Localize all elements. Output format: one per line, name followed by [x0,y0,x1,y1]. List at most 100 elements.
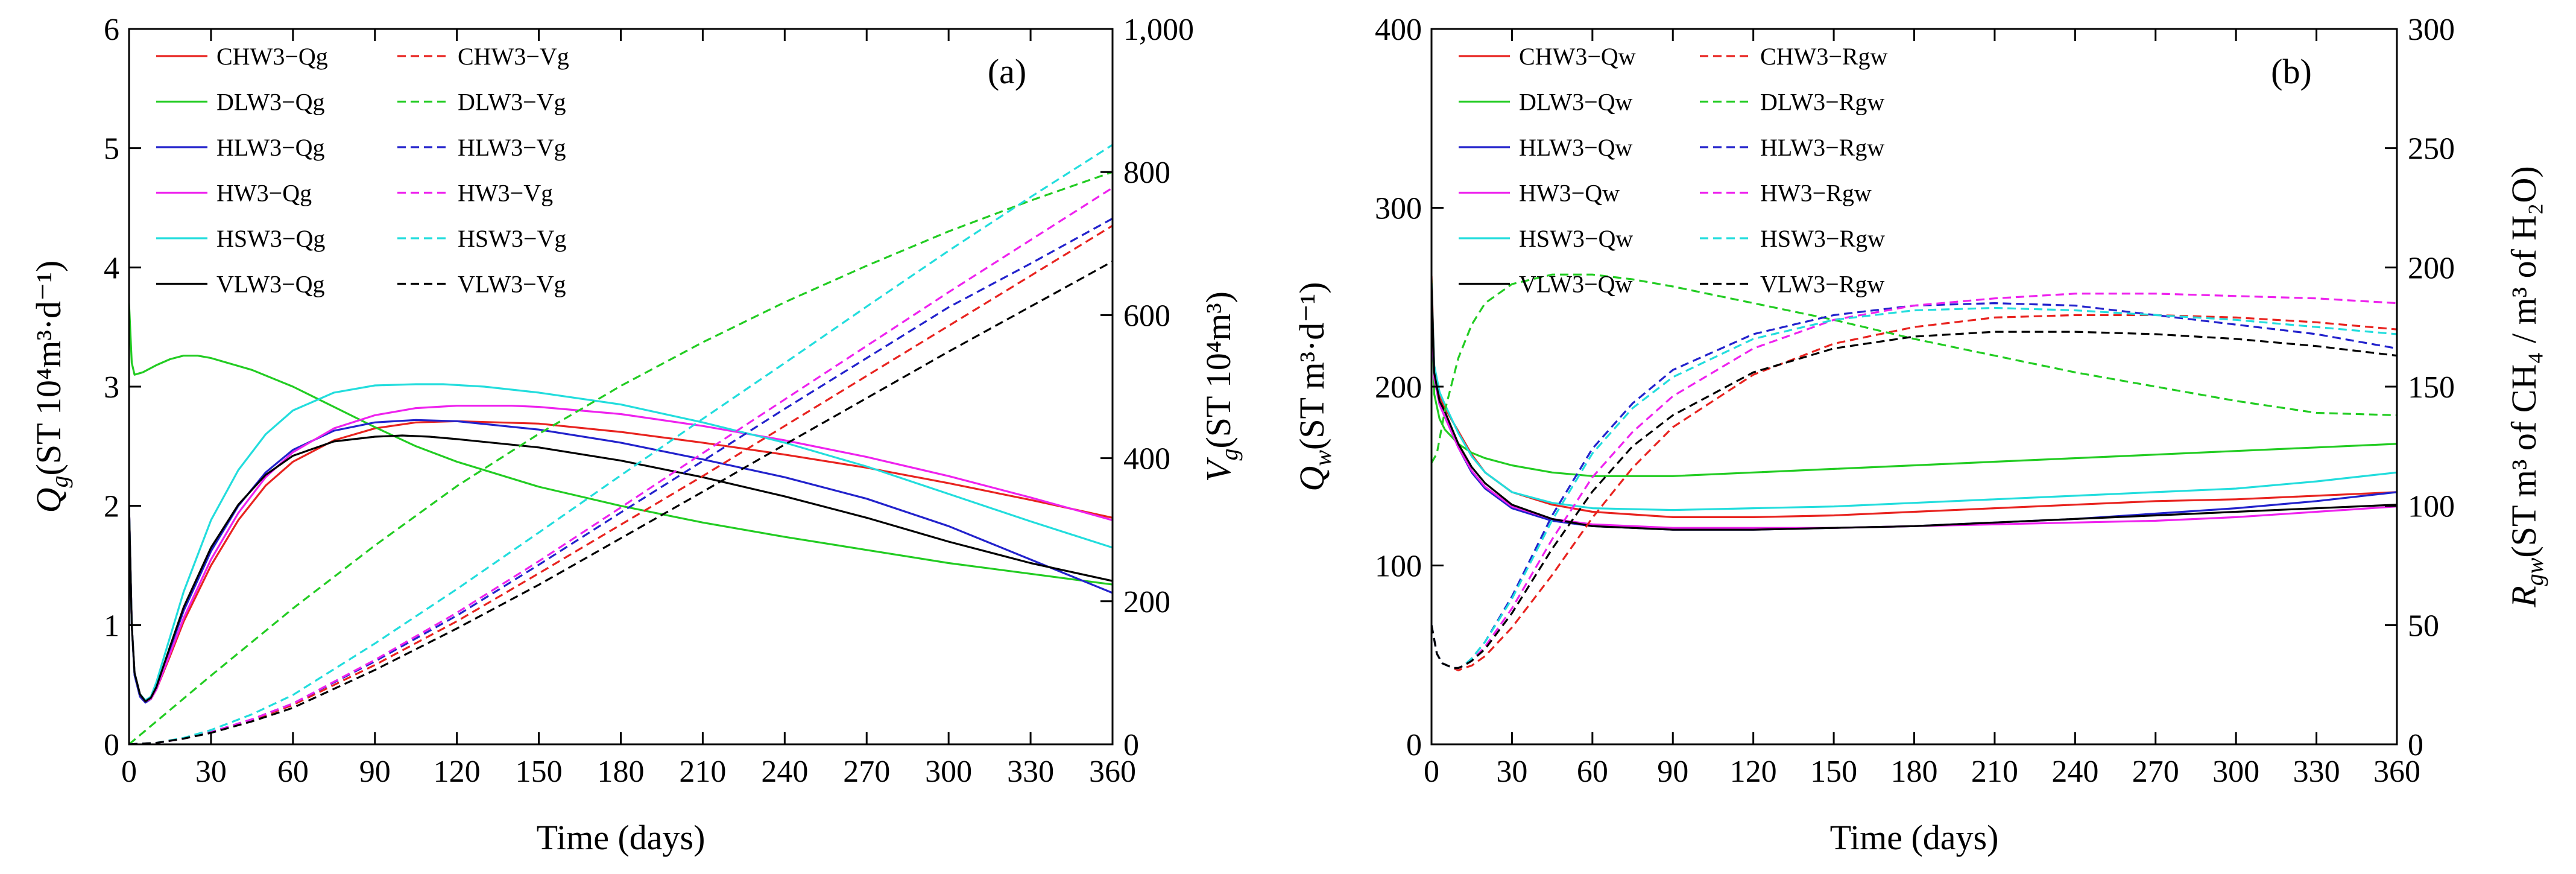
y-left-tick-label: 2 [104,490,119,524]
x-tick-label: 120 [434,755,481,789]
series-line-HLW3−Rgw [1432,302,2397,670]
series-line-CHW3−Rgw [1432,314,2397,671]
series-line-HW3−Qg [129,405,1113,703]
y-right-tick-label: 0 [2408,728,2423,762]
y-left-axis-label: Qg(ST 10⁴m³·d⁻¹) [29,261,73,513]
y-left-tick-label: 5 [104,132,119,166]
y-left-tick-label: 400 [1375,13,1422,47]
y-left-tick-label: 6 [104,13,119,47]
y-left-tick-label: 100 [1375,549,1422,584]
y-left-tick-label: 3 [104,370,119,405]
panel-label: (a) [988,52,1026,91]
legend-entry: CHW3−Vg [458,43,569,70]
legend-entry: HW3−Vg [458,180,553,207]
x-tick-label: 270 [2132,755,2179,789]
y-right-tick-label: 0 [1123,728,1139,762]
panel-label: (b) [2271,52,2312,91]
legend-entry: VLW3−Rgw [1760,271,1884,298]
series-line-DLW3−Vg [129,171,1113,744]
legend-entry: HLW3−Rgw [1760,134,1884,161]
x-tick-label: 240 [761,755,808,789]
y-left-axis-label: Qw(ST m³·d⁻¹) [1292,282,1336,491]
legend: CHW3−Qg DLW3−Qg HLW3−Qg HW3−Qg HSW3−Qg VLW3−Q… [156,43,569,298]
series-line-HSW3−Qg [129,383,1113,701]
x-tick-label: 270 [843,755,890,789]
legend-entry: DLW3−Qw [1519,89,1633,116]
x-tick-label: 300 [2212,755,2259,789]
x-tick-label: 60 [1577,755,1608,789]
legend-entry: HSW3−Qw [1519,225,1633,252]
y-left-tick-label: 0 [104,728,119,762]
x-tick-label: 30 [1496,755,1527,789]
x-tick-label: 120 [1730,755,1777,789]
y-right-tick-label: 250 [2408,132,2455,166]
y-right-tick-label: 800 [1123,156,1170,190]
legend-entry: HLW3−Vg [458,134,566,161]
chart-panel-b: 0 30 60 90 120 150 180 210 240 270 300 330 360010020… [1292,13,2548,857]
series-line-VLW3−Vg [129,260,1113,744]
legend-entry: VLW3−Vg [458,271,566,298]
series-line-HLW3−Qw [1432,297,2397,531]
series-line-DLW3−Rgw [1432,273,2397,464]
series-line-HW3−Rgw [1432,293,2397,670]
x-tick-label: 180 [598,755,645,789]
legend-entry: VLW3−Qg [216,271,325,298]
y-left-tick-label: 200 [1375,370,1422,405]
x-tick-label: 180 [1891,755,1938,789]
x-tick-label: 240 [2051,755,2098,789]
y-right-tick-label: 200 [2408,251,2455,285]
series-line-CHW3−Qw [1432,276,2397,518]
y-right-tick-label: 300 [2408,13,2455,47]
x-axis-label: Time (days) [537,818,706,857]
x-tick-label: 90 [1657,755,1688,789]
legend-entry: HSW3−Vg [458,225,566,252]
y-right-tick-label: 100 [2408,490,2455,524]
series-line-VLW3−Qw [1432,282,2397,531]
x-tick-label: 360 [1089,755,1136,789]
y-right-tick-label: 400 [1123,442,1170,477]
y-right-tick-label: 1,000 [1123,13,1194,47]
series-group [1432,273,2397,671]
legend-entry: HW3−Qw [1519,180,1620,207]
y-left-tick-label: 1 [104,609,119,643]
x-tick-label: 60 [277,755,309,789]
x-tick-label: 0 [1424,755,1439,789]
series-line-HLW3−Qg [129,419,1113,704]
legend-entry: CHW3−Qw [1519,43,1636,70]
series-line-HSW3−Qw [1432,282,2397,511]
series-line-HSW3−Rgw [1432,306,2397,670]
legend-entry: DLW3−Qg [216,89,325,116]
legend-entry: CHW3−Rgw [1760,43,1888,70]
legend-entry: HW3−Qg [216,180,312,207]
y-right-tick-label: 200 [1123,585,1170,619]
x-axis-label: Time (days) [1830,818,1999,857]
x-tick-label: 300 [925,755,972,789]
y-left-tick-label: 0 [1406,728,1422,762]
x-tick-label: 330 [2293,755,2340,789]
legend-entry: DLW3−Rgw [1760,89,1884,116]
legend-entry: HW3−Rgw [1760,180,1872,207]
y-right-axis-label: Rgw(ST m³ of CH₄ / m³ of H₂O) [2504,166,2548,607]
y-right-tick-label: 150 [2408,370,2455,405]
legend-entry: HSW3−Rgw [1760,225,1885,252]
x-tick-label: 330 [1007,755,1054,789]
series-line-DLW3−Qg [129,303,1113,586]
y-right-tick-label: 50 [2408,609,2439,643]
legend-entry: HLW3−Qg [216,134,325,161]
series-line-VLW3−Qg [129,434,1113,703]
legend-entry: CHW3−Qg [216,43,328,70]
series-line-HW3−Qw [1432,293,2397,529]
series-line-DLW3−Qw [1432,279,2397,477]
x-tick-label: 150 [1810,755,1857,789]
legend-entry: HLW3−Qw [1519,134,1633,161]
y-left-tick-label: 300 [1375,192,1422,226]
series-group [129,144,1113,744]
chart-panel-a: 0 30 60 90 120 150 180 210 240 270 300 330 360012345… [29,13,1243,857]
x-tick-label: 210 [679,755,726,789]
y-right-tick-label: 600 [1123,299,1170,333]
legend-entry: DLW3−Vg [458,89,566,116]
y-left-tick-label: 4 [104,251,119,285]
y-right-axis-label: Vg(ST 10⁴m³) [1199,291,1243,482]
x-tick-label: 150 [516,755,563,789]
series-line-VLW3−Rgw [1432,331,2397,670]
